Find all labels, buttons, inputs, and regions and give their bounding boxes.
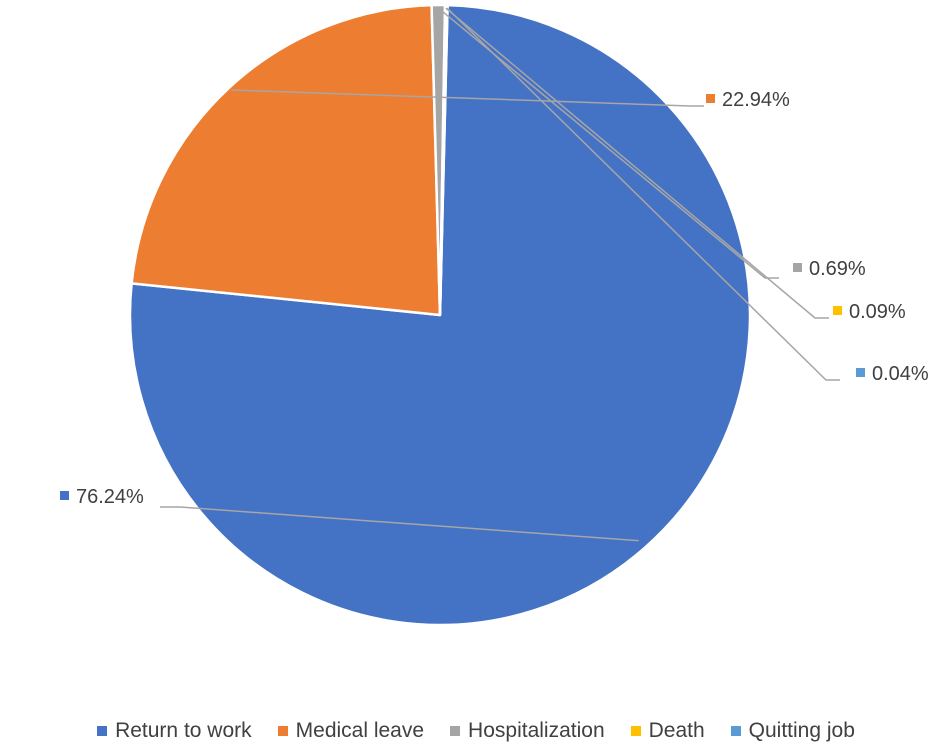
data-label-swatch-return-to-work [60,491,69,500]
data-label-return-to-work: 76.24% [76,486,144,508]
data-label-medical-leave: 22.94% [722,89,790,111]
legend-item-medical-leave: Medical leave [277,719,425,743]
legend-label: Death [648,719,705,742]
chart-legend: Return to work Medical leave Hospitalizati… [0,716,952,746]
pie-slice-medical-leave [130,3,442,317]
legend-item-return-to-work: Return to work [97,719,252,743]
legend-swatch [450,726,461,736]
data-label-quitting-job: 0.04% [872,363,929,385]
legend-item-hospitalization: Hospitalization [450,719,605,743]
legend-swatch [97,726,108,736]
legend-item-quitting-job: Quitting job [730,719,855,743]
data-label-swatch-quitting-job [856,368,865,377]
data-label-swatch-medical-leave [706,94,715,103]
data-labels: 76.24% 22.94% 0.69% 0.09% 0.04% [60,89,929,508]
pie-slice-quitting-job [438,3,449,317]
leader-line-death [445,7,829,319]
legend-swatch [630,726,641,736]
leader-line-medical-leave [231,89,704,107]
leader-line-quitting-job [446,7,840,381]
legend-label: Quitting job [748,719,855,742]
legend-swatch [277,726,288,736]
legend-swatch [730,726,741,736]
legend-label: Hospitalization [468,719,605,742]
data-label-swatch-hospitalization [793,263,802,272]
legend-label: Return to work [115,719,252,742]
leader-line-return-to-work [160,506,639,542]
legend-item-death: Death [630,719,705,743]
pie-slices [128,3,752,627]
data-label-death: 0.09% [849,301,906,323]
legend-label: Medical leave [295,719,425,742]
data-label-hospitalization: 0.69% [809,258,866,280]
leader-lines [160,7,840,542]
data-label-swatch-death [833,306,842,315]
leader-line-hospitalization [437,7,779,279]
